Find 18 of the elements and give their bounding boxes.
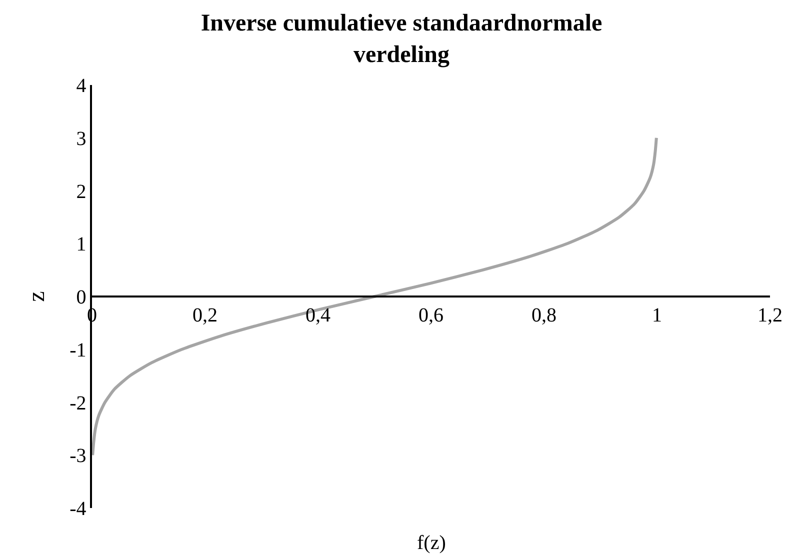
y-tick-label: -2 xyxy=(70,392,86,414)
y-tick-label: 1 xyxy=(76,234,86,256)
chart-title: Inverse cumulatieve standaardnormale verdeling xyxy=(200,10,602,68)
y-tick-label: 0 xyxy=(76,286,86,308)
y-axis-title: z xyxy=(24,291,50,302)
x-tick-label: 0,8 xyxy=(532,304,556,326)
y-tick-label: -4 xyxy=(70,498,86,520)
x-tick-label: 0,2 xyxy=(192,304,218,326)
x-tick-label: 1,2 xyxy=(758,304,782,326)
x-tick-label: 0,6 xyxy=(418,304,444,326)
y-tick-label: -1 xyxy=(70,339,86,362)
x-axis-title: f(z) xyxy=(417,532,446,554)
x-tick-label: 1 xyxy=(652,304,662,326)
y-tick-label: 4 xyxy=(76,75,86,97)
y-tick-label: 2 xyxy=(76,180,86,203)
y-tick-label: 3 xyxy=(76,128,86,150)
y-tick-label: -3 xyxy=(70,445,86,468)
x-tick-label: 0,4 xyxy=(306,304,330,326)
